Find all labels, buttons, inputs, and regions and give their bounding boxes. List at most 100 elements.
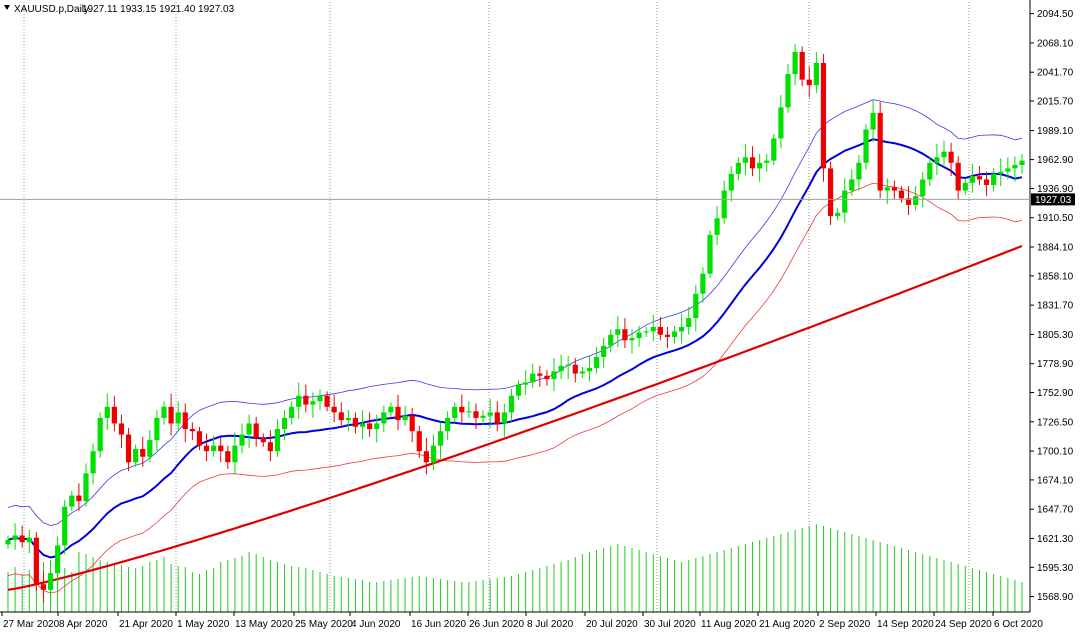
candle-body-10 — [76, 495, 82, 502]
candle-body-135 — [962, 182, 968, 191]
candle-body-143 — [1019, 160, 1025, 166]
candle-body-119 — [849, 179, 855, 191]
price-axis: 2094.50 2068.10 2041.70 2015.70 1989.10 1962.… — [0, 0, 1075, 613]
candles — [5, 44, 1025, 603]
price-tick-label-15: 1700.10 — [1037, 447, 1074, 458]
candle-body-74 — [530, 373, 536, 383]
time-tick-label-4: 13 May 2020 — [235, 619, 293, 630]
candle-body-105 — [749, 157, 756, 169]
candle-body-67 — [480, 415, 486, 418]
candle-body-56 — [402, 415, 408, 421]
candle-body-93 — [664, 334, 671, 337]
candle-body-124 — [884, 187, 890, 191]
time-tick-label-6: 4 Jun 2020 — [351, 619, 401, 630]
candle-body-78 — [558, 365, 564, 372]
symbol-label: XAUUSD.p,Daily — [14, 4, 89, 15]
lower-envelope-line — [7, 182, 1023, 594]
candle-body-89 — [636, 332, 642, 339]
candle-body-5 — [40, 584, 47, 590]
time-tick-label-11: 30 Jul 2020 — [644, 619, 696, 630]
candle-body-6 — [47, 573, 54, 590]
candle-body-127 — [905, 198, 912, 205]
candle-body-24 — [175, 412, 181, 424]
candle-body-41 — [296, 395, 302, 407]
price-tick-label-2: 2041.70 — [1037, 68, 1074, 79]
candle-body-37 — [267, 442, 273, 452]
candle-body-23 — [168, 406, 174, 424]
candle-body-34 — [246, 423, 252, 435]
candle-body-131 — [934, 157, 940, 163]
candle-body-33 — [239, 434, 245, 446]
candle-body-118 — [842, 190, 848, 213]
candle-body-102 — [728, 173, 734, 191]
candle-body-40 — [289, 406, 295, 418]
candle-body-11 — [83, 473, 89, 502]
candle-body-136 — [969, 176, 975, 183]
candle-body-142 — [1012, 165, 1018, 169]
candle-body-107 — [764, 160, 770, 163]
candle-body-80 — [572, 364, 578, 374]
candle-body-126 — [898, 190, 905, 199]
candle-body-95 — [679, 326, 685, 332]
time-tick-label-16: 24 Sep 2020 — [935, 619, 992, 630]
time-tick-label-3: 1 May 2020 — [177, 619, 230, 630]
candle-body-27 — [196, 431, 203, 446]
candle-body-12 — [90, 451, 96, 474]
candle-body-116 — [827, 168, 834, 217]
candle-body-125 — [891, 187, 897, 191]
candle-body-48 — [345, 417, 351, 421]
candle-body-15 — [111, 406, 117, 424]
time-tick-label-12: 11 Aug 2020 — [701, 619, 757, 630]
candle-body-103 — [735, 162, 741, 174]
candle-body-4 — [33, 537, 39, 585]
candle-body-110 — [785, 74, 791, 108]
current-price-tag-label: 1927.03 — [1035, 195, 1072, 206]
time-tick-label-13: 21 Aug 2020 — [759, 619, 816, 630]
candle-body-30 — [218, 445, 224, 452]
candle-body-140 — [998, 171, 1004, 174]
candle-body-16 — [118, 423, 125, 435]
candle-body-61 — [437, 431, 444, 446]
candle-body-83 — [593, 356, 600, 368]
candle-body-38 — [274, 429, 281, 452]
candle-body-139 — [991, 173, 997, 185]
candle-body-114 — [813, 63, 819, 86]
candle-body-99 — [707, 234, 713, 274]
candle-body-42 — [303, 395, 309, 405]
candle-body-54 — [388, 406, 394, 413]
candle-body-22 — [161, 406, 167, 418]
candle-body-88 — [629, 338, 635, 341]
candle-body-31 — [225, 451, 231, 463]
candle-body-39 — [281, 417, 288, 429]
candle-body-72 — [515, 384, 522, 396]
candle-body-141 — [1005, 168, 1011, 172]
candle-body-8 — [62, 506, 68, 546]
candle-body-128 — [913, 196, 919, 205]
current-price-tag — [1031, 193, 1075, 206]
time-tick-label-14: 2 Sep 2020 — [819, 619, 871, 630]
price-tick-label-7: 1910.50 — [1037, 213, 1074, 224]
time-tick-label-15: 14 Sep 2020 — [877, 619, 934, 630]
long-moving-average-line — [7, 244, 1023, 591]
price-tick-label-11: 1805.30 — [1037, 330, 1074, 341]
candle-body-106 — [757, 162, 763, 169]
price-tick-label-4: 1989.10 — [1037, 126, 1074, 137]
candle-body-1 — [12, 535, 18, 540]
candle-body-51 — [367, 423, 373, 429]
candle-body-65 — [466, 411, 472, 413]
candle-body-137 — [976, 176, 983, 180]
candle-body-92 — [657, 326, 663, 335]
candle-body-108 — [771, 138, 777, 161]
candle-body-112 — [799, 51, 805, 80]
candle-body-71 — [508, 395, 515, 413]
candle-body-20 — [147, 440, 153, 457]
dropdown-triangle-icon[interactable] — [4, 5, 10, 10]
candle-body-63 — [452, 406, 458, 418]
time-tick-label-7: 16 Jun 2020 — [411, 619, 466, 630]
candle-body-47 — [338, 412, 344, 421]
indicator-lines — [7, 99, 1023, 594]
price-tick-label-14: 1726.50 — [1037, 417, 1074, 428]
candle-body-17 — [125, 434, 132, 463]
